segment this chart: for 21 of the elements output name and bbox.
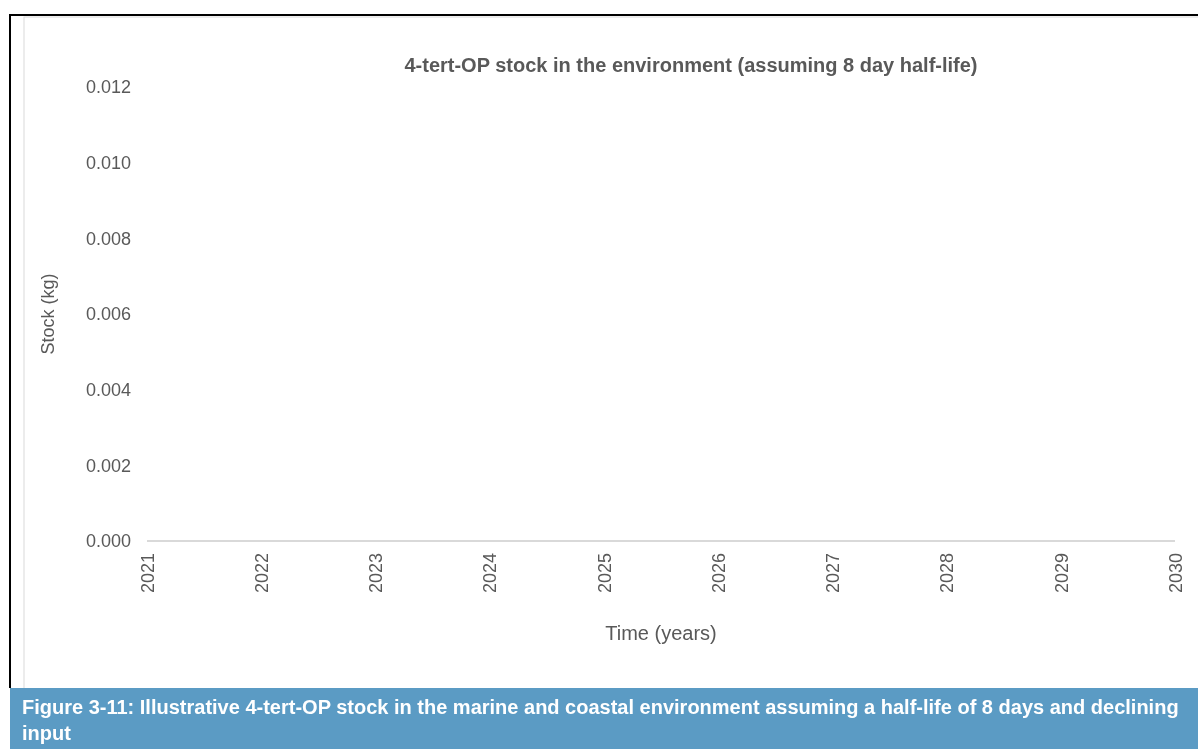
caption: Figure 3-11: Illustrative 4-tert-OP stock in the marine and coastal environment assuming a half-life of 8 days and declining input	[10, 688, 1198, 749]
y-tick-label: 0.002	[85, 455, 131, 476]
x-tick-label: 2022	[252, 553, 273, 594]
x-tick-label: 2023	[366, 553, 387, 594]
x-tick-label: 2028	[937, 553, 958, 594]
x-axis-title: Time (years)	[605, 622, 717, 644]
y-tick-label: 0.008	[85, 228, 131, 249]
x-tick-label: 2025	[594, 553, 615, 594]
x-tick-label: 2024	[480, 553, 501, 594]
y-tick-label: 0.000	[85, 531, 131, 552]
x-tick-label: 2026	[708, 553, 729, 594]
x-tick-label: 2029	[1051, 553, 1072, 594]
y-tick-label: 0.006	[85, 304, 131, 325]
x-tick-label: 2021	[137, 553, 158, 594]
x-tick-label: 2030	[1165, 553, 1186, 594]
y-axis-title: Stock (kg)	[38, 273, 58, 355]
y-tick-label: 0.012	[85, 77, 131, 98]
y-tick-label: 0.010	[85, 152, 131, 173]
chart-title: 4-tert-OP stock in the environment (assuming 8 day half-life)	[404, 54, 978, 76]
y-tick-label: 0.004	[85, 379, 131, 400]
x-tick-label: 2027	[823, 553, 844, 594]
